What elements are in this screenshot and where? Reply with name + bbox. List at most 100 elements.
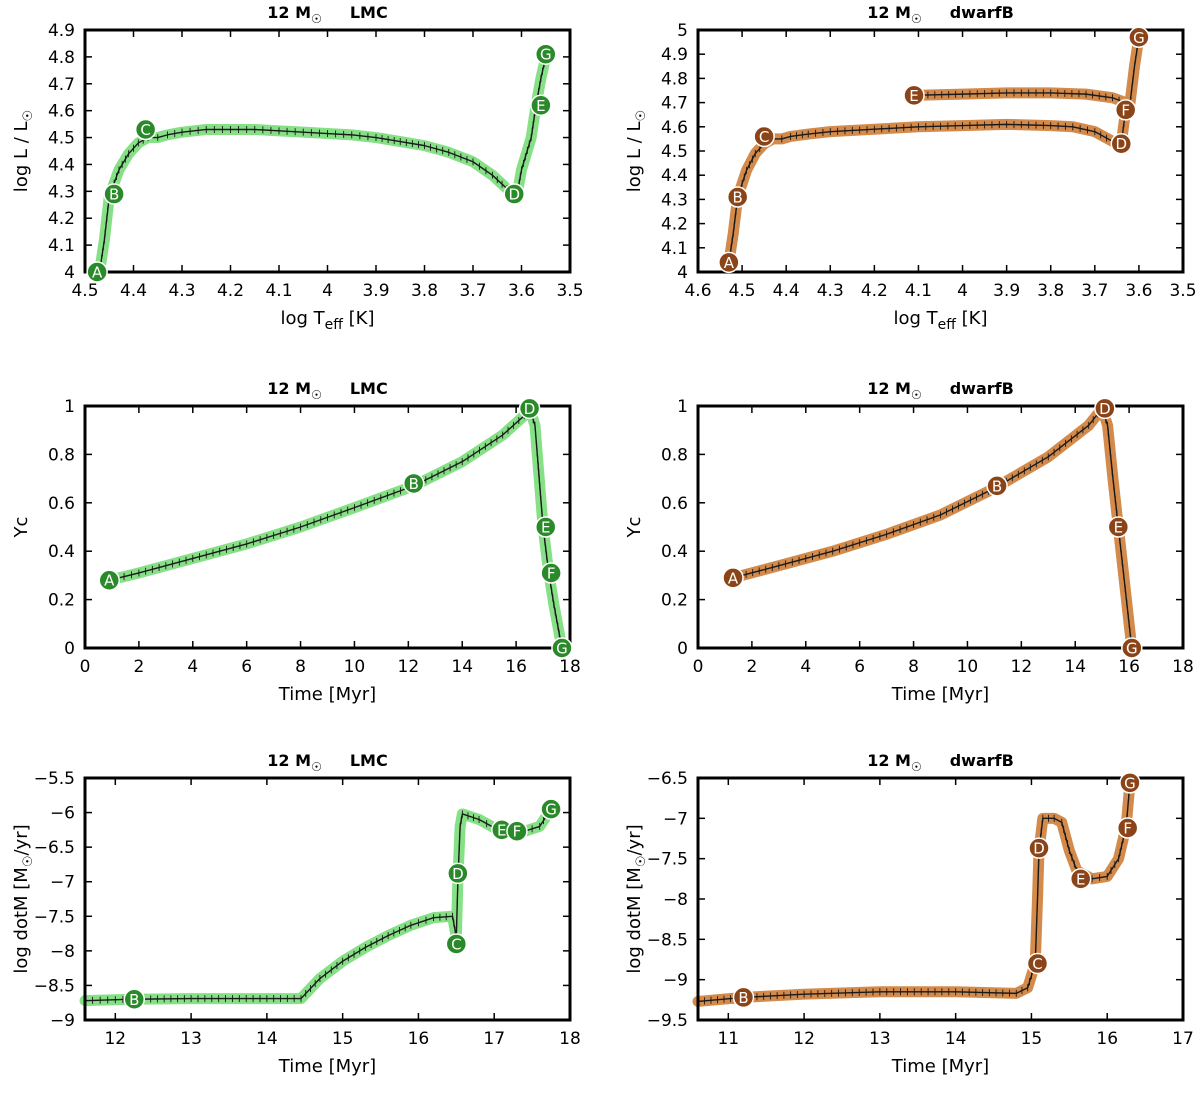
phase-marker-label: E [1114,519,1123,537]
phase-marker-C: C [445,933,468,955]
y-tick-label: 5 [677,21,688,41]
chart-title-sun-symbol: ☉ [311,388,322,402]
y-axis-label: Yc [11,517,32,539]
y-tick-label: 0 [64,639,75,659]
phase-marker-G: G [551,637,573,659]
phase-marker-D: D [1094,397,1116,420]
phase-marker-label: A [92,264,103,282]
phase-marker-circle [535,43,557,65]
x-tick-label: 3.6 [508,281,535,301]
phase-marker-circle [986,475,1008,497]
x-tick-label: 4 [322,281,333,301]
x-tick-label: 4.4 [773,281,800,301]
phase-marker-label: A [104,572,115,590]
x-tick-label: 13 [180,1029,202,1049]
chart-title-environment: dwarfB [950,3,1014,22]
phase-marker-D: D [518,397,541,420]
x-tick-label: 12 [104,1029,126,1049]
phase-marker-A: A [718,251,740,274]
phase-marker-label: G [540,46,552,64]
y-axis-label-sun-symbol: ☉ [634,110,649,122]
x-tick-label: 14 [256,1029,278,1049]
y-tick-label: −9.5 [647,1011,688,1031]
x-axis-label: Time [Myr] [278,684,376,705]
series-markers-1 [728,41,1139,266]
plot-frame [83,28,572,274]
x-tick-label: 2 [133,657,144,677]
phase-marker-circle [98,569,120,591]
phase-marker-label: D [524,400,536,418]
y-tick-label: −7 [50,873,75,893]
x-tick-label: 14 [451,657,473,677]
phase-marker-label: G [545,801,557,819]
y-tick-label: 4.3 [48,182,75,202]
y-tick-label: 4.1 [48,236,75,256]
y-axis-label-main: log L / L [624,121,645,192]
y-tick-label: 4.2 [48,209,75,229]
y-tick-label: 1 [64,397,75,417]
series-band-1 [103,402,568,654]
x-tick-label: 4 [957,281,968,301]
y-tick-label: 4.7 [661,94,688,114]
phase-marker-circle [1114,99,1137,121]
x-tick-label: 18 [559,657,581,677]
phase-marker-E: E [1069,868,1092,890]
series-band-1 [79,803,557,1007]
x-tick-label: 18 [559,1029,581,1049]
y-tick-label: 0.6 [661,494,688,514]
phase-marker-B: B [986,475,1008,497]
x-axis-label-subscript: eff [325,317,344,333]
x-tick-label: 0 [80,657,91,677]
phase-marker-label: A [724,254,735,272]
chart-title-mass: 12 M [267,379,311,398]
phase-marker-circle [530,94,552,117]
x-tick-label: 3.5 [556,281,583,301]
phase-marker-E: E [535,516,557,538]
y-tick-label: 4.2 [661,215,688,235]
phase-marker-D: D [447,862,469,885]
phase-marker-C: C [753,125,775,148]
x-axis-label-main: Time [Myr] [278,684,376,705]
y-tick-label: −6.5 [647,769,688,789]
chart-title-environment: LMC [350,751,388,770]
phase-marker-B: B [732,986,755,1009]
phase-marker-G: G [535,43,557,65]
phase-marker-circle [134,118,157,141]
y-axis-label-sun-symbol: ☉ [21,110,36,122]
y-axis-label-sun-symbol: ☉ [21,856,36,868]
phase-marker-circle [718,251,740,274]
phase-marker-A: A [722,567,744,589]
y-tick-label: 0.4 [661,542,688,562]
x-tick-label: 3.9 [993,281,1020,301]
y-axis-label-main: Yc [11,517,32,539]
x-tick-label: 13 [869,1029,891,1049]
chart-title-mass: 12 M [267,751,311,770]
y-tick-label: 4.5 [661,142,688,162]
phase-marker-label: G [1126,640,1138,658]
x-tick-label: 16 [505,657,527,677]
series-line-1 [728,37,1140,263]
phase-marker-circle [103,183,125,205]
phase-marker-label: B [109,186,119,204]
phase-marker-label: E [541,519,550,537]
y-tick-label: −7 [663,809,688,829]
phase-marker-F: F [1114,99,1137,121]
chart-title: 12 M☉ LMC [267,379,387,402]
x-tick-label: 16 [1118,657,1140,677]
phase-marker-E: E [903,84,925,107]
y-tick-label: −6.5 [34,838,75,858]
chart-title-sun-symbol: ☉ [911,12,922,26]
phase-marker-label: G [556,640,568,658]
phase-marker-G: G [1128,26,1150,49]
x-tick-label: 3.6 [1125,281,1152,301]
y-tick-label: −8.5 [34,976,75,996]
x-tick-label: 4 [187,657,198,677]
x-axis-label-main: log T [281,308,326,329]
phase-marker-label: E [497,821,506,839]
y-axis-label: log L / L☉ [11,110,36,192]
phase-marker-D: D [503,183,525,205]
x-tick-label: 3.7 [1081,281,1108,301]
x-tick-label: 12 [398,657,420,677]
